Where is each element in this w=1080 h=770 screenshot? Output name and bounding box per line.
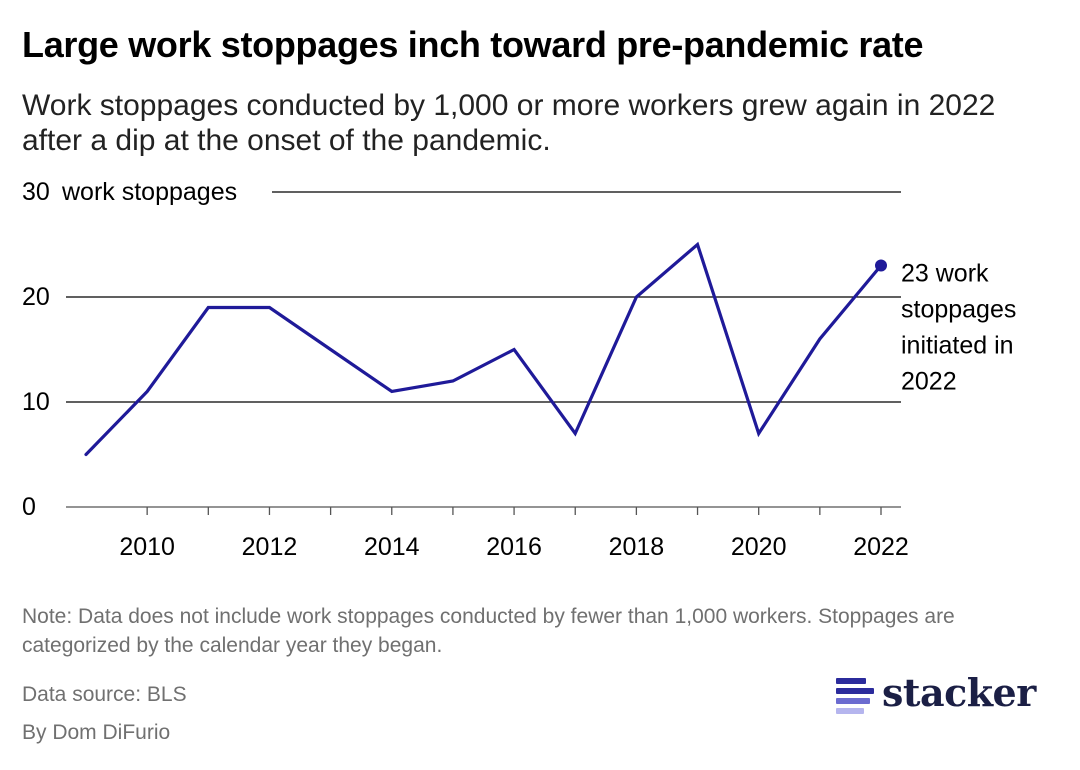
y-unit-label: work stoppages xyxy=(61,178,237,206)
x-tick-label: 2012 xyxy=(242,533,298,561)
end-point-marker xyxy=(875,259,887,272)
byline: By Dom DiFurio xyxy=(22,721,171,744)
stacker-logo: stacker xyxy=(836,670,1066,722)
chart-subtitle: Work stoppages conducted by 1,000 or mor… xyxy=(22,89,996,157)
x-tick-label: 2016 xyxy=(486,533,542,561)
x-tick-label: 2022 xyxy=(853,533,909,561)
y-tick-label: 10 xyxy=(22,388,50,416)
chart-title: Large work stoppages inch toward pre-pan… xyxy=(22,24,924,65)
annotation-line: initiated in xyxy=(901,332,1014,360)
chart-note: Note: Data does not include work stoppag… xyxy=(22,605,955,657)
x-tick-label: 2020 xyxy=(731,533,787,561)
x-tick-label: 2018 xyxy=(609,533,665,561)
annotation-line: 2022 xyxy=(901,368,957,396)
y-tick-label: 20 xyxy=(22,283,50,311)
line-chart: 0 10 20 30 work stoppages 2010 2012 2014 2016 201… xyxy=(22,178,1016,561)
series-line xyxy=(84,241,883,457)
x-tick-label: 2010 xyxy=(119,533,175,561)
stacker-logo-text: stacker xyxy=(882,670,1036,715)
x-tick-label: 2014 xyxy=(364,533,420,561)
end-point-annotation: 23 work stoppages initiated in 2022 xyxy=(901,260,1016,396)
annotation-line: 23 work xyxy=(901,260,989,288)
stacker-logo-icon xyxy=(836,678,874,716)
annotation-line: stoppages xyxy=(901,296,1016,324)
y-tick-label: 30 xyxy=(22,178,50,206)
data-source: Data source: BLS xyxy=(22,683,187,706)
y-tick-label: 0 xyxy=(22,493,36,521)
